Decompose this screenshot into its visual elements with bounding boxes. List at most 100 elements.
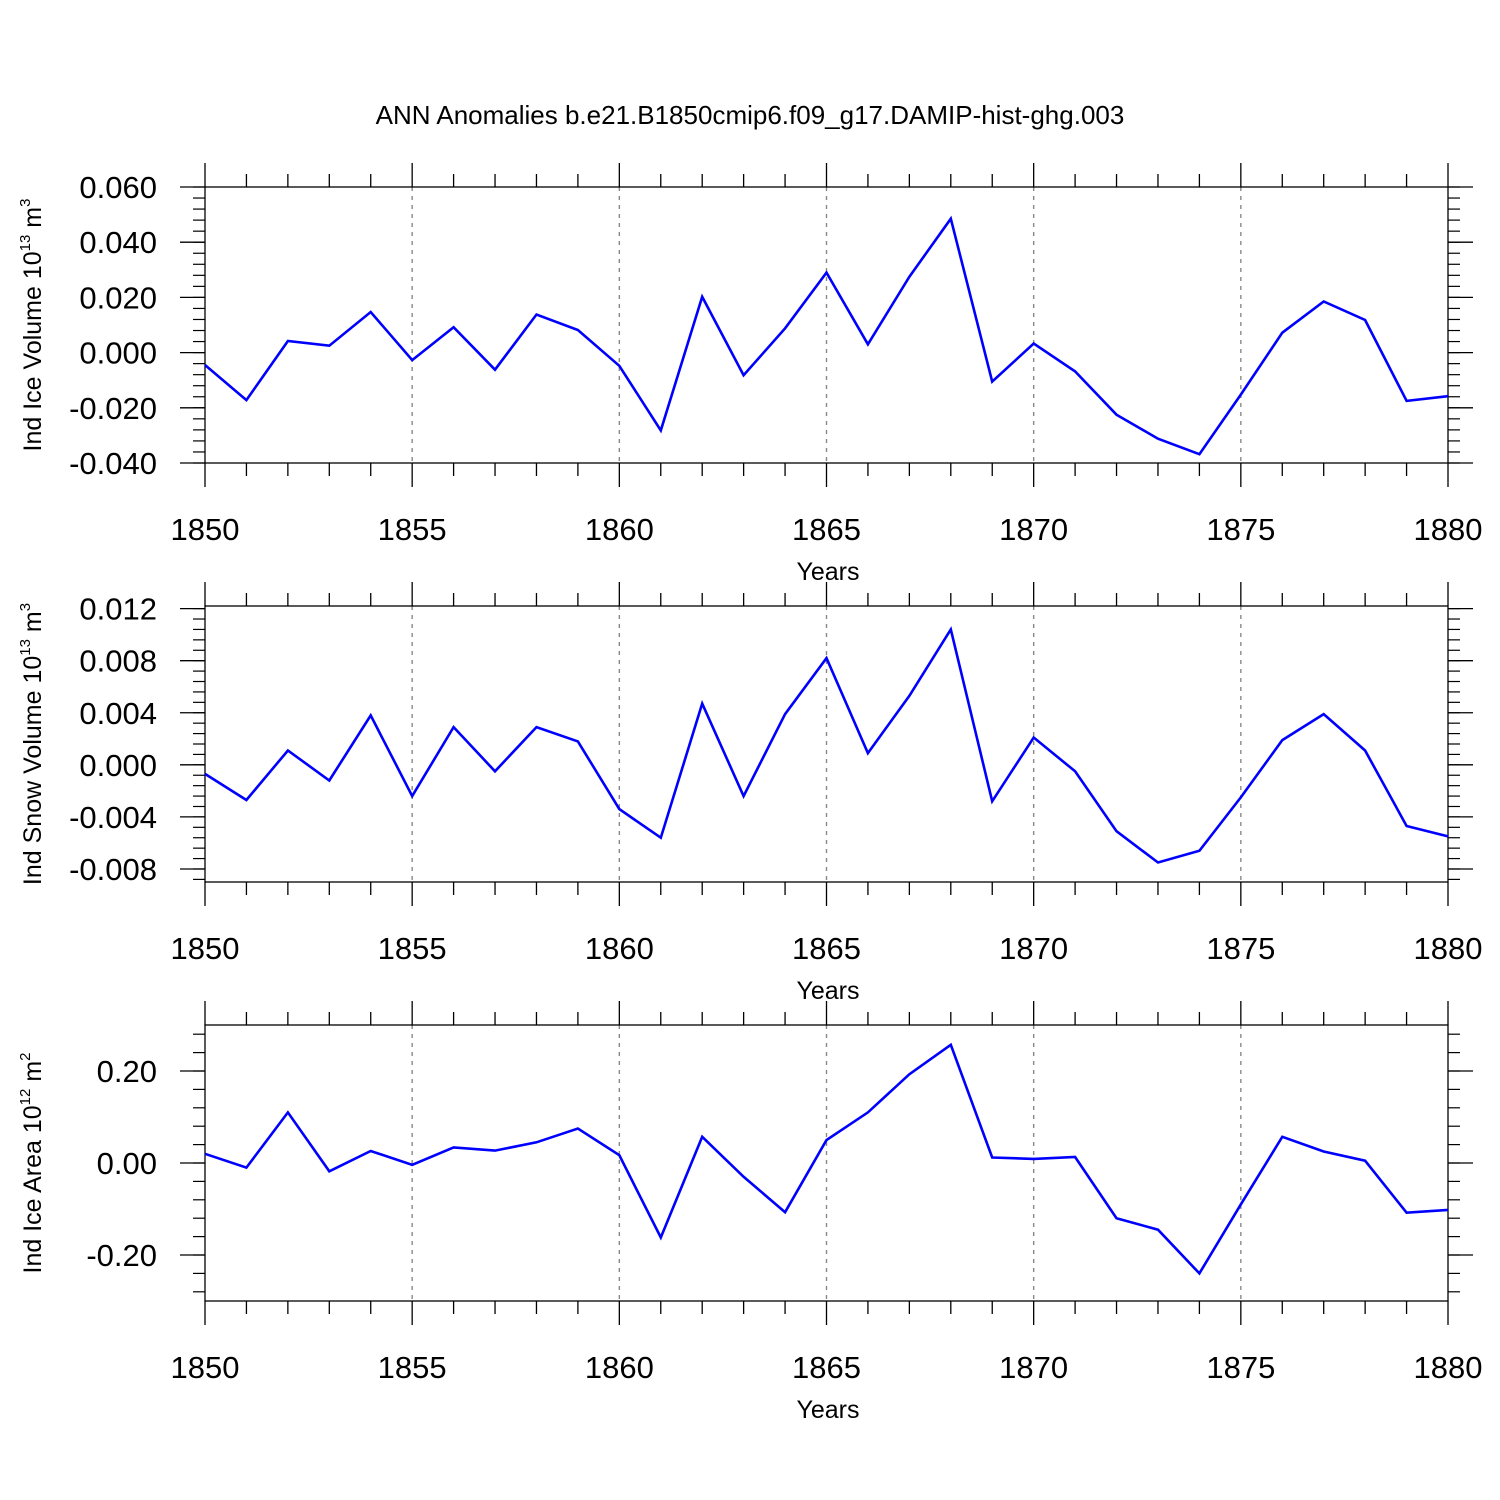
data-point	[328, 779, 330, 781]
data-point	[1323, 713, 1325, 715]
x-tick-label: 1870	[999, 1350, 1068, 1385]
data-point	[1405, 825, 1407, 827]
y-axis-label-text: Ind Ice Area 10	[19, 1105, 47, 1273]
y-axis-label-exponent: 13	[17, 639, 34, 656]
data-point	[1157, 438, 1159, 440]
data-point	[1364, 319, 1366, 321]
data-point	[825, 657, 827, 659]
y-axis-label-unit-exponent: 3	[17, 603, 34, 611]
data-point	[204, 1153, 206, 1155]
y-tick-label: 0.00	[97, 1146, 157, 1181]
data-point	[204, 773, 206, 775]
data-point	[784, 1211, 786, 1213]
data-point	[1281, 332, 1283, 334]
data-point	[908, 695, 910, 697]
y-axis-label-unit: m	[19, 611, 47, 639]
data-point	[1364, 749, 1366, 751]
data-point	[742, 374, 744, 376]
data-point	[991, 1156, 993, 1158]
data-point	[1115, 414, 1117, 416]
data-point	[660, 429, 662, 431]
panel-1: -0.040 -0.020 0.000 0.020 0.040 0.060 1850 1855…	[17, 163, 1482, 586]
x-tick-label: 1860	[585, 1350, 654, 1385]
series-line	[204, 215, 1449, 456]
data-point	[245, 799, 247, 801]
x-tick-label: 1865	[792, 931, 861, 966]
data-point	[411, 795, 413, 797]
data-point	[908, 276, 910, 278]
data-point	[991, 800, 993, 802]
x-tick-label: 1880	[1414, 1350, 1483, 1385]
data-point	[452, 326, 454, 328]
data-point	[1281, 739, 1283, 741]
data-point	[825, 1139, 827, 1141]
data-point	[328, 1170, 330, 1172]
data-point	[1157, 1229, 1159, 1231]
data-point	[660, 1236, 662, 1238]
data-point	[1323, 300, 1325, 302]
y-tick-label: 0.000	[79, 336, 157, 371]
series-line	[204, 1042, 1449, 1276]
x-axis-label: Years	[796, 977, 859, 1005]
data-point	[370, 311, 372, 313]
x-tick-label: 1855	[378, 512, 447, 547]
data-point	[1032, 1158, 1034, 1160]
x-tick-label: 1875	[1206, 1350, 1275, 1385]
x-tick-label: 1860	[585, 512, 654, 547]
data-point	[535, 726, 537, 728]
data-point	[1115, 830, 1117, 832]
x-tick-label: 1875	[1206, 512, 1275, 547]
data-point	[1405, 1211, 1407, 1213]
data-point	[370, 714, 372, 716]
data-point	[1447, 395, 1449, 397]
data-point	[701, 296, 703, 298]
y-axis-label-unit-exponent: 3	[17, 199, 34, 207]
data-point	[411, 1164, 413, 1166]
y-tick-label: 0.020	[79, 280, 157, 315]
data-point	[950, 1044, 952, 1046]
series-line	[204, 626, 1449, 864]
data-point	[1240, 796, 1242, 798]
data-point	[287, 340, 289, 342]
y-tick-label: 0.060	[79, 170, 157, 205]
y-tick-label: -0.008	[69, 852, 157, 887]
data-point	[452, 726, 454, 728]
data-point	[701, 702, 703, 704]
data-point	[825, 271, 827, 273]
x-tick-label: 1860	[585, 931, 654, 966]
data-point	[245, 399, 247, 401]
data-point	[1240, 1203, 1242, 1205]
data-point	[701, 1136, 703, 1138]
data-point	[618, 365, 620, 367]
y-tick-label: 0.008	[79, 644, 157, 679]
data-point	[287, 749, 289, 751]
y-axis-label: Ind Ice Area 1012 m2	[17, 1053, 47, 1274]
data-point	[577, 740, 579, 742]
data-point	[1074, 1156, 1076, 1158]
data-point	[1074, 770, 1076, 772]
data-point	[1032, 342, 1034, 344]
data-point	[245, 1166, 247, 1168]
data-point	[494, 1149, 496, 1151]
data-point	[1240, 393, 1242, 395]
y-tick-label: -0.020	[69, 391, 157, 426]
x-tick-label: 1880	[1414, 512, 1483, 547]
data-point	[1447, 1209, 1449, 1211]
data-point	[618, 808, 620, 810]
x-tick-label: 1850	[171, 931, 240, 966]
x-tick-label: 1875	[1206, 931, 1275, 966]
x-tick-label: 1855	[378, 1350, 447, 1385]
y-axis-label-text: Ind Snow Volume 10	[19, 656, 47, 885]
data-point	[784, 327, 786, 329]
x-axis-label: Years	[796, 558, 859, 586]
y-tick-label: 0.000	[79, 748, 157, 783]
data-point	[1074, 370, 1076, 372]
data-point	[577, 329, 579, 331]
data-point	[1323, 1150, 1325, 1152]
data-point	[1198, 850, 1200, 852]
data-point	[370, 1150, 372, 1152]
data-point	[1364, 1160, 1366, 1162]
x-tick-label: 1855	[378, 931, 447, 966]
data-point	[784, 713, 786, 715]
